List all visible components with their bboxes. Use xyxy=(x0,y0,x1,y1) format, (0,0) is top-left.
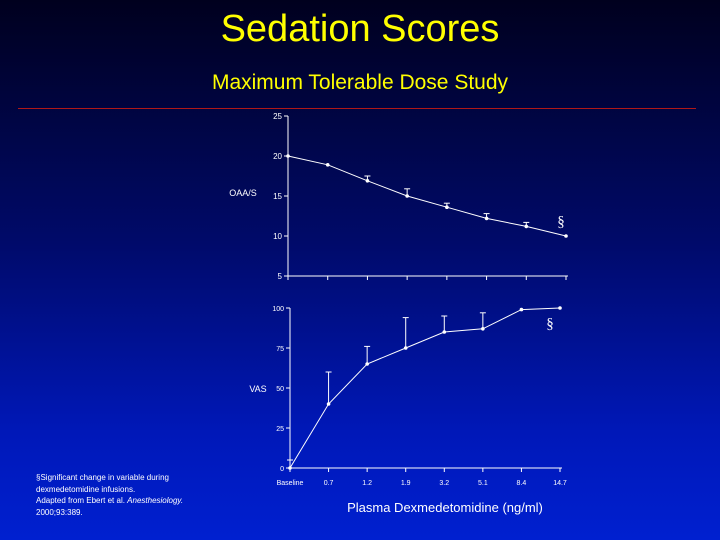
oaas-data-point xyxy=(325,163,330,167)
footnote-citation: Adapted from Ebert et al. xyxy=(36,496,128,505)
oaas-data-point xyxy=(286,154,290,158)
vas-data-point xyxy=(288,466,292,470)
vas-data-point xyxy=(481,327,485,331)
vas-y-tick-label: 25 xyxy=(276,426,284,433)
vas-y-tick-label: 75 xyxy=(276,346,284,353)
vas-y-axis-title: VAS xyxy=(249,384,266,394)
footnote-journal: Anesthesiology. xyxy=(127,496,184,505)
oaas-data-point xyxy=(405,194,409,198)
oaas-data-point xyxy=(445,205,449,209)
slide-title: Sedation Scores xyxy=(220,8,500,50)
vas-significance-marker: § xyxy=(546,316,554,332)
oaas-data-point xyxy=(484,216,489,221)
vas-data-point xyxy=(519,307,524,312)
vas-data-point xyxy=(558,306,562,310)
vas-x-tick-label: 5.1 xyxy=(478,480,488,487)
vas-x-tick-label: 8.4 xyxy=(517,480,527,487)
footnote-line-1: §Significant change in variable during xyxy=(36,473,169,482)
oaas-y-tick-label: 10 xyxy=(273,232,282,241)
vas-x-tick-label: Baseline xyxy=(277,480,304,487)
footnote-line-3: Adapted from Ebert et al. Anesthesiology… xyxy=(36,495,236,507)
oaas-y-tick-label: 25 xyxy=(273,112,282,121)
vas-data-point xyxy=(442,330,447,334)
footnote-line-2: dexmedetomidine infusions. xyxy=(36,484,136,494)
vas-x-tick-label: 14.7 xyxy=(553,480,567,487)
oaas-y-axis-title: OAA/S xyxy=(229,188,257,198)
vas-x-tick-label: 0.7 xyxy=(324,480,334,487)
vas-x-tick-label: 1.9 xyxy=(401,480,411,487)
oaas-data-point xyxy=(564,234,568,238)
vas-series-line xyxy=(289,307,561,469)
vas-data-point xyxy=(326,402,331,406)
vas-data-point xyxy=(365,362,369,366)
vas-y-tick-label: 50 xyxy=(276,386,284,393)
vas-data-point xyxy=(403,346,408,350)
vas-x-tick-label: 1.2 xyxy=(362,480,372,487)
oaas-y-tick-label: 5 xyxy=(278,272,283,281)
oaas-series-line xyxy=(287,155,567,237)
footnote: §Significant change in variable during d… xyxy=(36,472,236,518)
oaas-data-point xyxy=(524,224,529,229)
title-divider xyxy=(18,108,696,109)
vas-x-tick-label: 3.2 xyxy=(439,480,449,487)
oaas-y-tick-label: 15 xyxy=(273,192,282,201)
vas-y-tick-label: 100 xyxy=(272,306,284,313)
footnote-line-4: 2000;93:389. xyxy=(36,507,83,517)
oaas-data-point xyxy=(365,179,370,183)
vas-y-tick-label: 0 xyxy=(280,466,284,473)
slide-subtitle: Maximum Tolerable Dose Study xyxy=(211,71,509,94)
oaas-significance-marker: § xyxy=(557,214,565,230)
x-axis-title: Plasma Dexmedetomidine (ng/ml) xyxy=(347,500,543,515)
oaas-y-tick-label: 20 xyxy=(273,152,282,161)
